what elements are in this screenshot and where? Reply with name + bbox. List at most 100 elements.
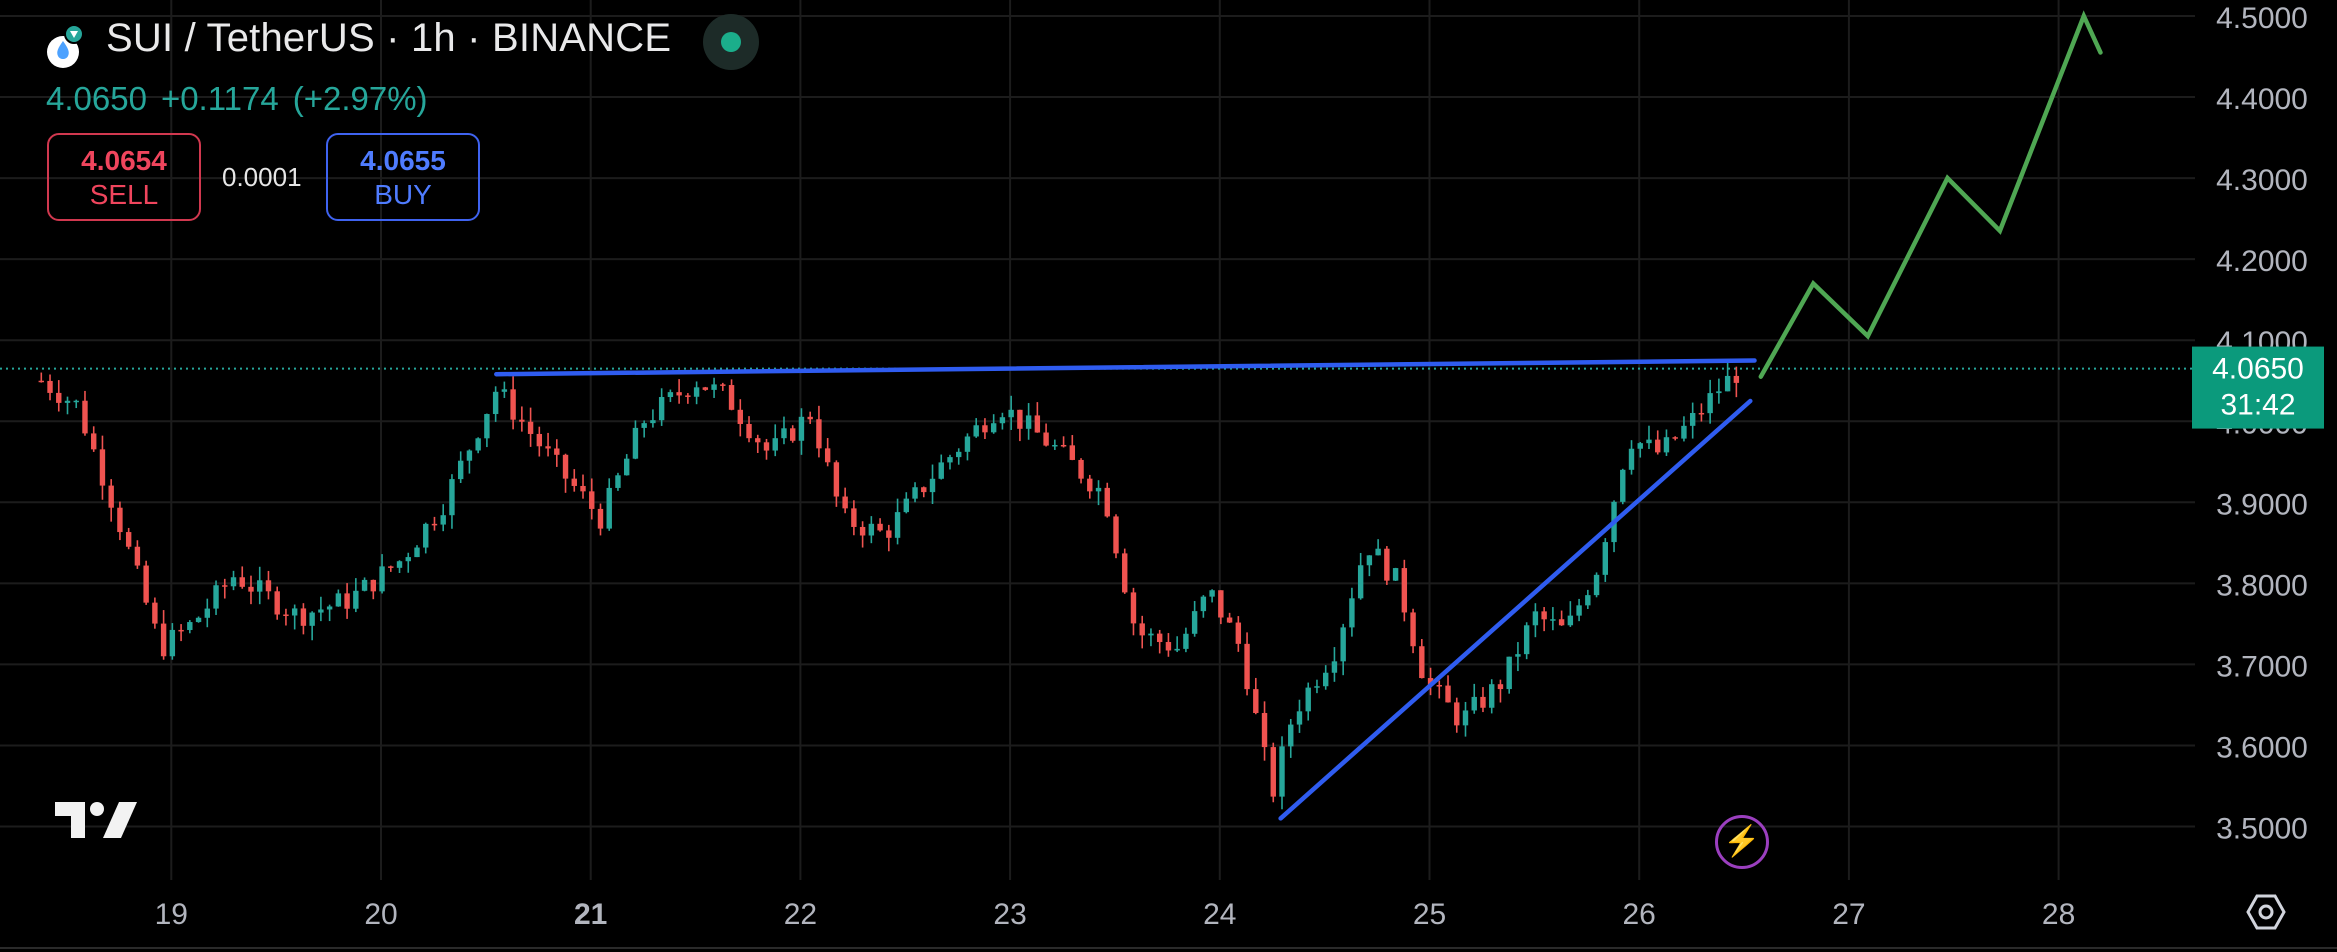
price-tag-countdown: 31:42 — [2220, 389, 2295, 422]
price-tick-label: 3.8000 — [2216, 569, 2308, 602]
candle-down — [388, 566, 394, 568]
candle-down — [746, 423, 752, 439]
price-tick-label: 3.6000 — [2216, 731, 2308, 764]
live-indicator-icon[interactable] — [703, 14, 759, 70]
candle-down — [1156, 633, 1163, 643]
candle-up — [440, 515, 446, 525]
candle-down — [38, 380, 44, 383]
candle-up — [257, 580, 263, 592]
candle-up — [1349, 598, 1355, 628]
candle-down — [265, 580, 272, 592]
candle-down — [1244, 643, 1250, 690]
candle-up — [1209, 590, 1215, 597]
sell-button[interactable]: 4.0654 SELL — [47, 133, 201, 221]
candle-down — [676, 392, 682, 396]
time-tick-label: 21 — [574, 898, 607, 931]
candle-down — [1087, 478, 1093, 492]
candle-down — [720, 384, 726, 386]
candle-up — [1279, 746, 1285, 797]
candle-up — [213, 585, 219, 609]
candle-up — [309, 612, 315, 626]
candle-down — [562, 454, 569, 479]
candle-down — [1480, 696, 1486, 708]
candle-down — [344, 593, 350, 609]
candle-down — [1235, 622, 1242, 644]
candle-up — [1314, 686, 1320, 688]
candle-up — [1052, 444, 1058, 447]
candle-down — [1672, 437, 1678, 439]
candle-down — [274, 591, 280, 615]
candle-down — [1733, 375, 1740, 383]
candle-up — [1681, 425, 1687, 439]
candle-down — [125, 532, 132, 547]
candle-down — [82, 400, 88, 434]
candle-down — [886, 530, 892, 538]
candle-up — [798, 416, 805, 441]
candle-down — [1454, 702, 1460, 726]
candle-up — [1593, 574, 1600, 596]
candle-up — [623, 458, 630, 476]
candle-up — [947, 457, 953, 463]
chart-title[interactable]: SUI / TetherUS · 1h · BINANCE — [106, 16, 672, 60]
candle-up — [1576, 605, 1582, 616]
quote-line: 4.0650 +0.1174 (+2.97%) — [46, 80, 442, 118]
candle-up — [1637, 443, 1643, 449]
time-tick-label: 28 — [2042, 898, 2075, 931]
candle-up — [1095, 487, 1102, 492]
candle-up — [615, 475, 621, 488]
settings-icon[interactable] — [2246, 892, 2286, 937]
candle-up — [353, 590, 359, 609]
time-tick-label: 20 — [364, 898, 397, 931]
candle-down — [99, 449, 106, 486]
candle-down — [728, 385, 735, 410]
candle-down — [1165, 642, 1172, 651]
candle-down — [580, 485, 586, 492]
candle-down — [1655, 439, 1661, 453]
candle-up — [1322, 672, 1329, 687]
candle-up — [204, 608, 210, 618]
candle-down — [91, 433, 97, 450]
candle-down — [300, 608, 307, 626]
candle-up — [1392, 568, 1399, 581]
candle-up — [230, 577, 237, 587]
price-tick-label: 4.2000 — [2216, 245, 2308, 278]
candle-down — [1698, 412, 1705, 415]
candle-up — [1716, 391, 1722, 394]
tradingview-logo-icon[interactable] — [55, 800, 137, 845]
candle-up — [1707, 393, 1713, 414]
time-tick-label: 25 — [1413, 898, 1446, 931]
spread-value: 0.0001 — [222, 162, 302, 192]
candle-up — [1628, 448, 1635, 470]
candle-up — [956, 451, 962, 458]
candle-up — [641, 423, 647, 428]
candle-up — [1462, 710, 1469, 726]
candle-down — [1401, 568, 1408, 613]
candle-down — [108, 485, 114, 508]
price-tag-box — [2192, 346, 2324, 429]
candle-down — [763, 442, 770, 451]
candle-up — [964, 436, 971, 452]
candle-up — [999, 417, 1006, 424]
candle-down — [921, 487, 927, 493]
price-tag-price: 4.0650 — [2212, 353, 2304, 386]
support-line — [1278, 398, 1753, 821]
time-tick-label: 26 — [1623, 898, 1656, 931]
lightning-icon[interactable]: ⚡ — [1715, 815, 1769, 869]
candle-up — [1366, 555, 1373, 566]
candle-up — [1305, 687, 1311, 712]
price-change-percent: (+2.97%) — [292, 80, 428, 117]
candle-down — [1069, 445, 1076, 460]
candle-up — [1183, 633, 1189, 649]
candle-down — [431, 523, 438, 526]
candle-down — [737, 409, 743, 424]
candle-down — [510, 389, 516, 420]
buy-button[interactable]: 4.0655 BUY — [326, 133, 480, 221]
candle-down — [816, 419, 822, 449]
candle-down — [1427, 678, 1434, 686]
candle-up — [1471, 696, 1477, 711]
candle-down — [1384, 548, 1390, 581]
candle-up — [711, 384, 717, 390]
